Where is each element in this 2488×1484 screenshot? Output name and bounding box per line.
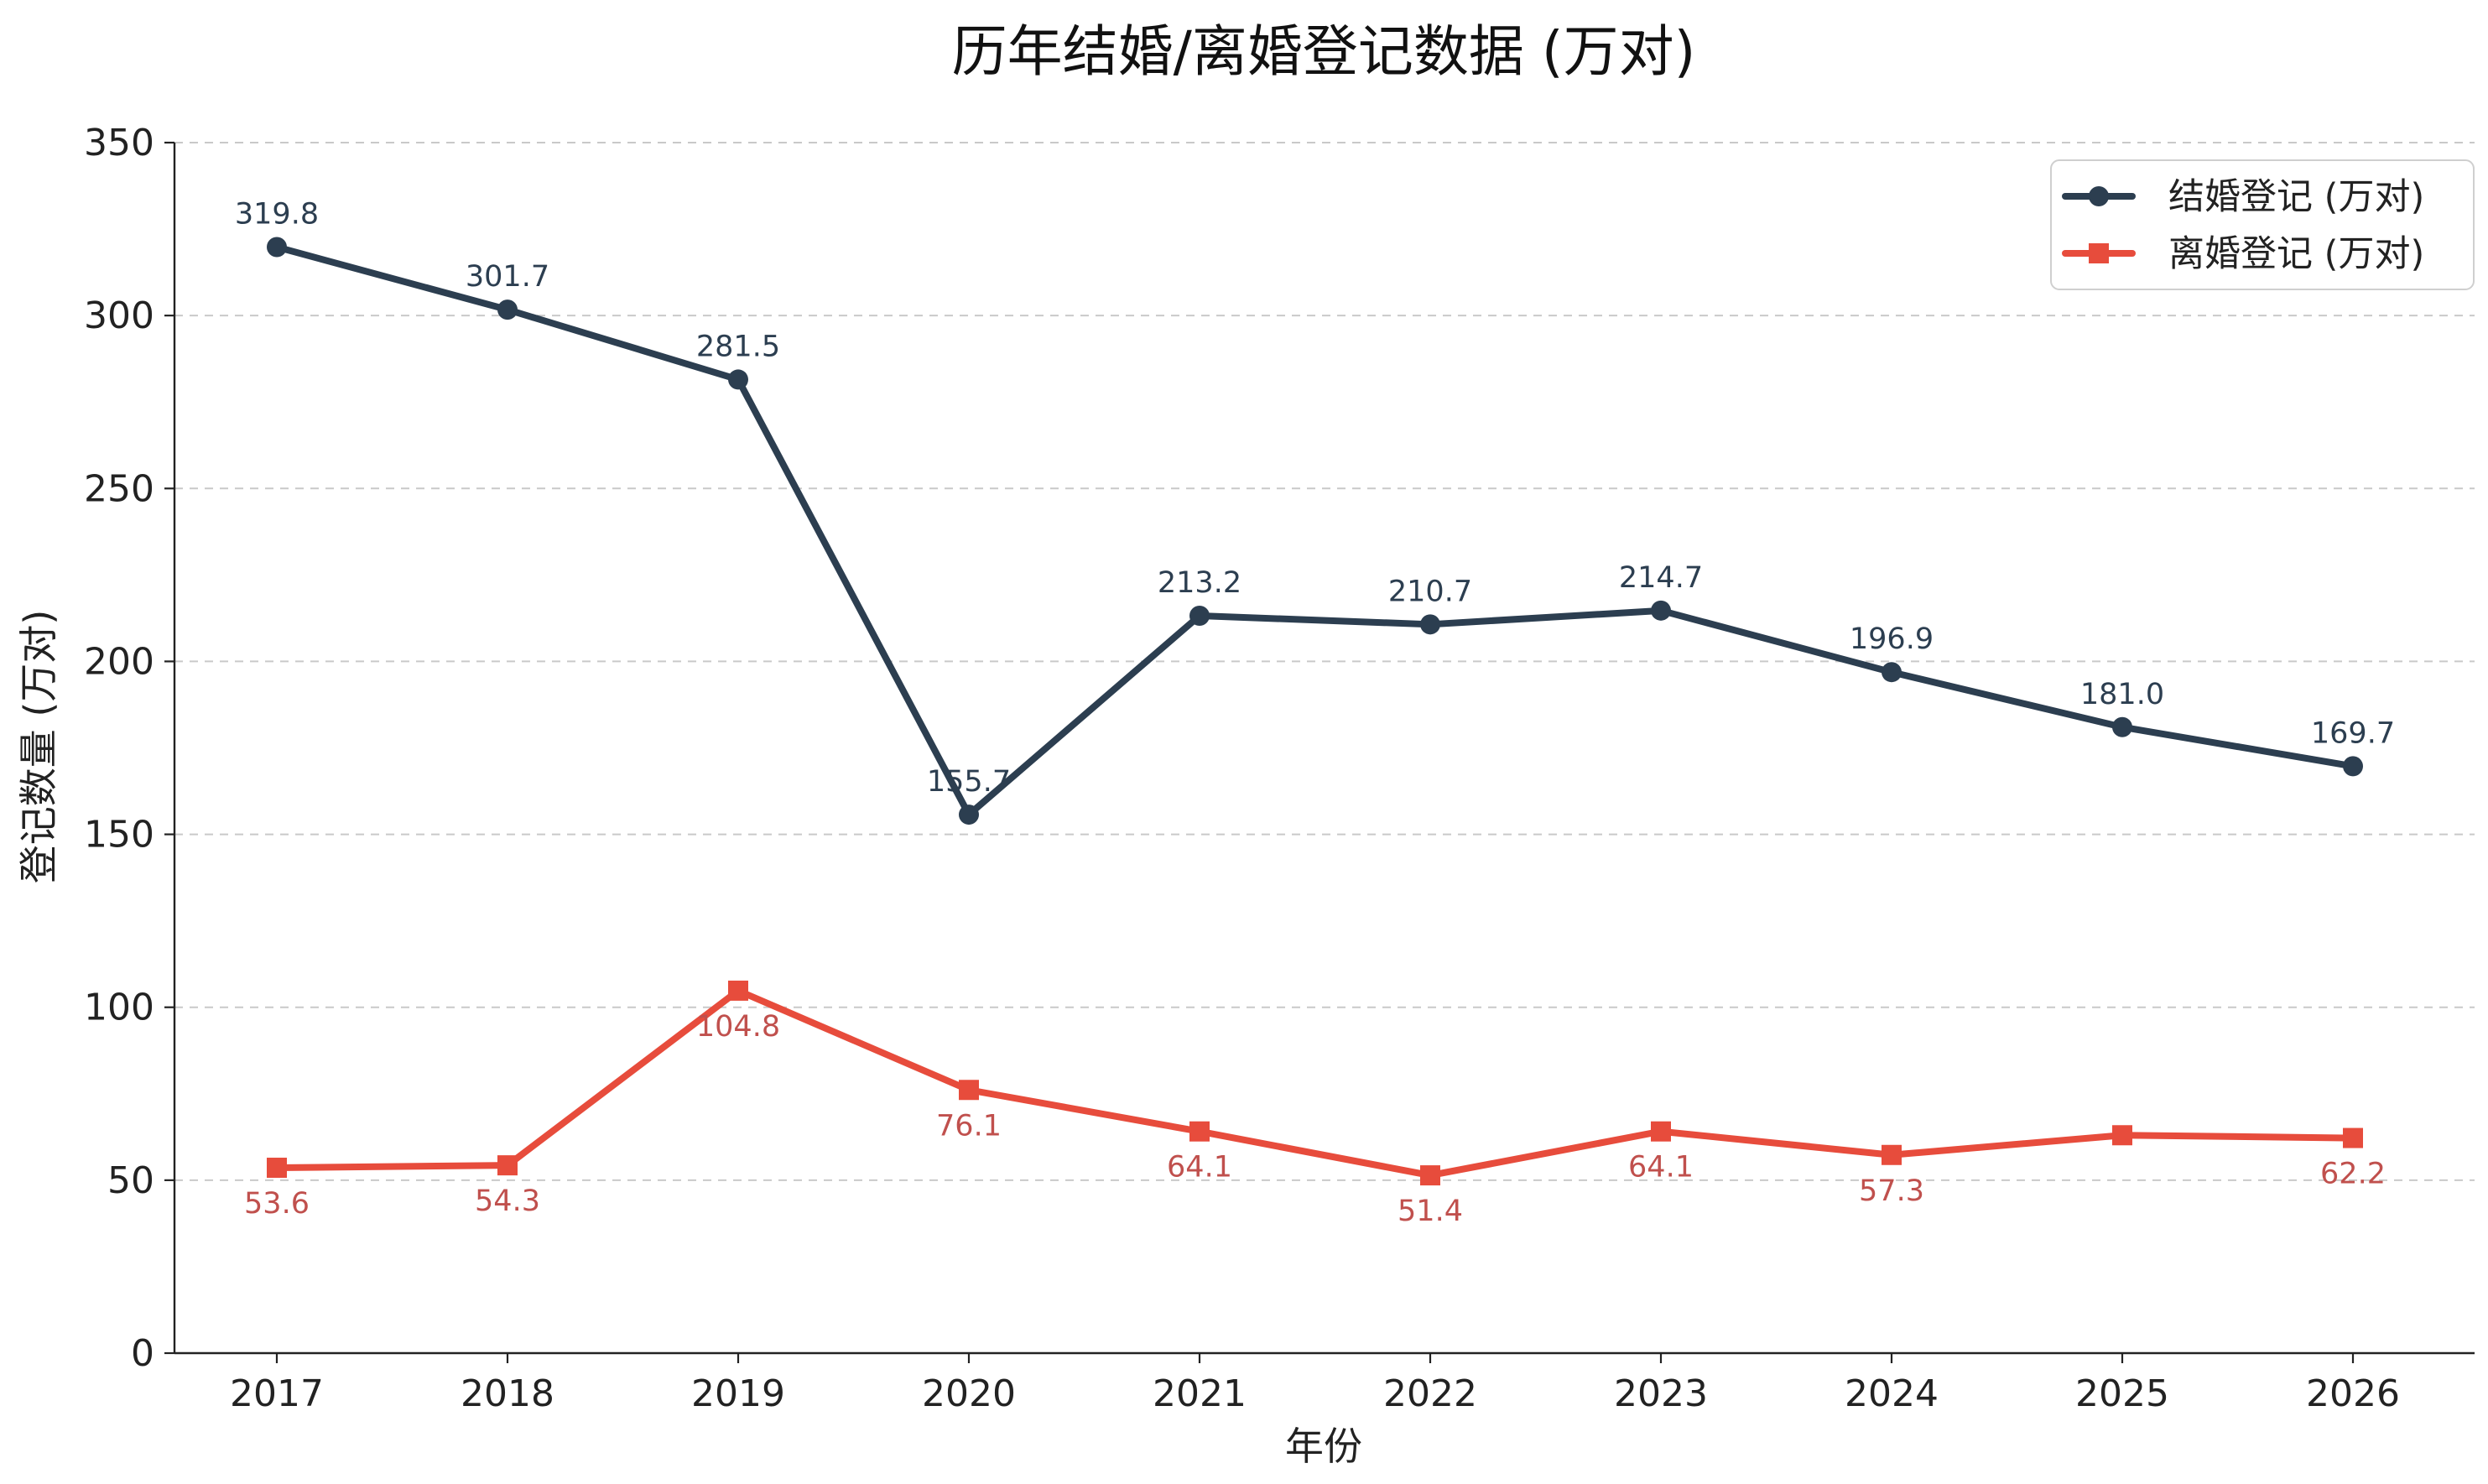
x-tick-label: 2023 (1614, 1372, 1708, 1415)
marriage-data-label: 319.8 (235, 198, 319, 232)
marriage-point (267, 237, 287, 258)
y-tick-label: 300 (84, 294, 154, 337)
divorce-point (2112, 1125, 2132, 1146)
legend: 结婚登记 (万对) 离婚登记 (万对) (2050, 159, 2475, 290)
y-axis-title: 登记数量 (万对) (16, 610, 61, 884)
y-tick-label: 350 (84, 122, 154, 164)
divorce-data-label: 54.3 (475, 1185, 540, 1218)
axes-layer (173, 143, 2475, 1355)
divorce-point (1420, 1165, 1440, 1186)
chart-title: 历年结婚/离婚登记数据 (万对) (952, 19, 1696, 84)
divorce-data-label: 51.4 (1398, 1195, 1463, 1228)
y-tick-label: 100 (84, 987, 154, 1029)
series-line-marriage (273, 243, 2356, 819)
divorce-point (728, 980, 748, 1001)
marriage-data-label: 301.7 (466, 260, 549, 294)
grid-layer (174, 142, 2475, 1181)
legend-label-marriage: 结婚登记 (万对) (2168, 176, 2424, 218)
marriage-point (2343, 756, 2363, 777)
data-labels-layer: 319.8 301.7 281.5 155.7 213.2 210.7 214.7 196.9… (235, 198, 2395, 1229)
marriage-point (1420, 614, 1440, 635)
marriage-data-label: 213.2 (1158, 566, 1241, 600)
y-tick-label: 150 (84, 814, 154, 857)
marriage-data-label: 210.7 (1388, 575, 1472, 608)
divorce-point (2343, 1127, 2363, 1148)
y-tick-label: 50 (107, 1159, 154, 1202)
legend-label-divorce: 离婚登记 (万对) (2168, 233, 2424, 275)
x-tick-label: 2021 (1153, 1372, 1247, 1415)
divorce-point (1882, 1144, 1902, 1165)
divorce-data-label: 62.2 (2320, 1158, 2386, 1191)
marriage-point (1651, 600, 1671, 621)
divorce-data-label: 64.1 (1167, 1151, 1232, 1185)
x-tick-label: 2019 (691, 1372, 785, 1415)
marriage-point (959, 804, 979, 825)
marriage-point (2112, 716, 2132, 737)
series-layer (267, 237, 2363, 1186)
divorce-data-label: 76.1 (936, 1109, 1002, 1143)
x-tick-label: 2025 (2075, 1372, 2169, 1415)
divorce-point (497, 1155, 518, 1176)
marriage-point (1882, 662, 1902, 683)
y-tick-label: 200 (84, 640, 154, 683)
legend-swatch-divorce-marker (2089, 243, 2109, 263)
divorce-data-label: 64.1 (1628, 1151, 1694, 1185)
marriage-point (497, 299, 518, 320)
marriage-data-label: 281.5 (696, 330, 780, 363)
x-tick-label: 2020 (922, 1372, 1016, 1415)
legend-box (2050, 159, 2475, 290)
legend-swatch-marriage-marker (2089, 186, 2109, 206)
marriage-data-label: 155.7 (927, 765, 1011, 799)
x-tick-label: 2022 (1383, 1372, 1477, 1415)
x-axis-title: 年份 (1285, 1424, 1362, 1469)
marriage-data-label: 196.9 (1850, 622, 1934, 656)
divorce-data-label: 57.3 (1859, 1174, 1924, 1208)
marriage-data-label: 181.0 (2080, 678, 2164, 711)
marriage-data-label: 169.7 (2311, 716, 2395, 750)
divorce-point (1189, 1121, 1210, 1142)
divorce-point (267, 1158, 287, 1179)
y-tick-label: 250 (84, 467, 154, 510)
marriage-point (728, 369, 748, 390)
marriage-point (1189, 606, 1210, 627)
x-tick-label: 2024 (1845, 1372, 1939, 1415)
ticks-layer: 0 50 100 150 200 250 300 350 2017 2018 2019 2020 202… (84, 122, 2400, 1415)
series-line-divorce (273, 987, 2356, 1179)
divorce-point (959, 1080, 979, 1101)
marriage-data-label: 214.7 (1619, 561, 1703, 595)
divorce-data-label: 104.8 (696, 1010, 780, 1044)
x-tick-label: 2026 (2306, 1372, 2400, 1415)
x-tick-label: 2017 (230, 1372, 324, 1415)
y-tick-label: 0 (131, 1332, 154, 1375)
x-tick-label: 2018 (461, 1372, 554, 1415)
divorce-data-label: 53.6 (244, 1187, 310, 1221)
divorce-point (1651, 1121, 1671, 1142)
